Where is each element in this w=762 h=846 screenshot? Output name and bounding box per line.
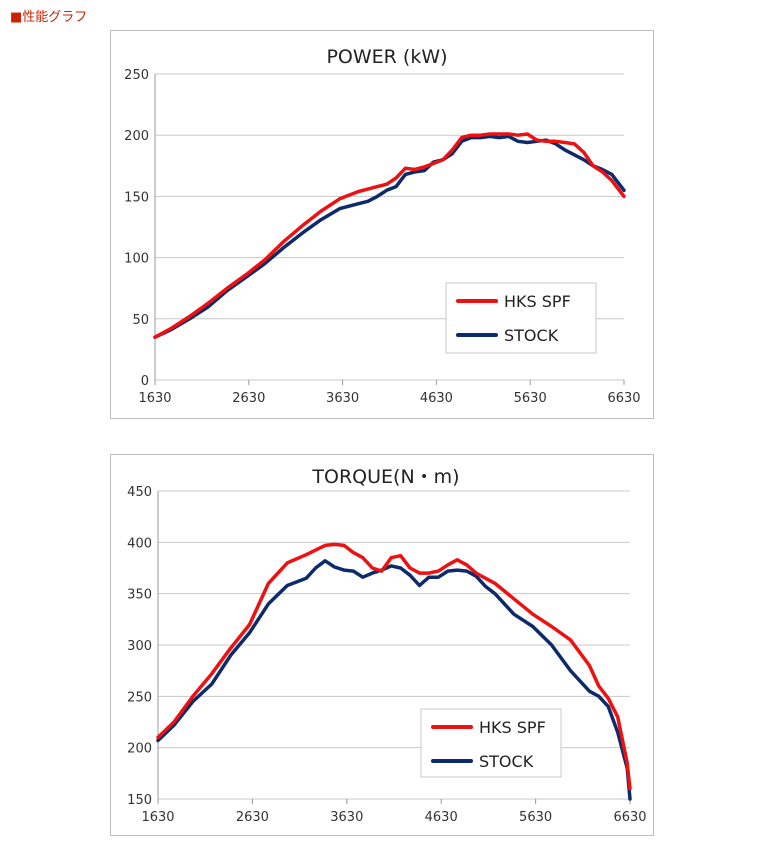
torque-y-tick-label: 150 bbox=[127, 793, 152, 808]
torque-chart: TORQUE(N・m) 150 200 250 300 350 400 450 1630 2630… bbox=[127, 466, 646, 825]
power-chart: POWER (kW) 0 50 100 150 200 250 1630 2630 3630 463… bbox=[124, 46, 640, 406]
power-legend: HKS SPF STOCK bbox=[445, 282, 597, 354]
power-x-tick-label: 1630 bbox=[138, 391, 171, 406]
power-y-tick-label: 50 bbox=[132, 313, 149, 328]
power-y-tick-label: 150 bbox=[124, 190, 149, 205]
torque-y-tick-label: 250 bbox=[127, 690, 152, 705]
torque-chart-title: TORQUE(N・m) bbox=[311, 466, 459, 488]
torque-y-tick-label: 450 bbox=[127, 485, 152, 500]
torque-y-tick-label: 200 bbox=[127, 742, 152, 757]
power-legend-box bbox=[445, 282, 597, 354]
power-x-tick-label: 4630 bbox=[420, 391, 453, 406]
torque-legend-label-hks-spf: HKS SPF bbox=[479, 718, 546, 737]
torque-x-tick-label: 1630 bbox=[141, 810, 174, 825]
torque-series-hks-spf-line bbox=[156, 542, 632, 791]
torque-chart-panel: TORQUE(N・m) 150 200 250 300 350 400 450 1630 2630… bbox=[110, 454, 654, 836]
power-y-tick-label: 200 bbox=[124, 129, 149, 144]
power-x-tick-label: 6630 bbox=[607, 391, 640, 406]
power-x-tick-label: 5630 bbox=[514, 391, 547, 406]
torque-legend-label-stock: STOCK bbox=[479, 752, 534, 771]
torque-x-tick-label: 2630 bbox=[236, 810, 269, 825]
torque-series-stock-line bbox=[156, 559, 632, 801]
torque-legend-box bbox=[420, 708, 562, 778]
power-chart-title: POWER (kW) bbox=[326, 46, 447, 68]
torque-x-tick-label: 5630 bbox=[519, 810, 552, 825]
torque-y-tick-label: 300 bbox=[127, 639, 152, 654]
power-series-hks-spf-line bbox=[153, 132, 626, 339]
torque-x-tick-label: 3630 bbox=[330, 810, 363, 825]
power-x-tick-label: 3630 bbox=[326, 391, 359, 406]
power-y-tick-label: 100 bbox=[124, 252, 149, 267]
torque-y-tick-label: 400 bbox=[127, 536, 152, 551]
power-y-tick-label: 250 bbox=[124, 68, 149, 83]
torque-y-tick-label: 350 bbox=[127, 588, 152, 603]
power-chart-panel: POWER (kW) 0 50 100 150 200 250 1630 2630 3630 463… bbox=[110, 30, 654, 419]
torque-legend: HKS SPF STOCK bbox=[420, 708, 562, 778]
power-y-tick-label: 0 bbox=[141, 374, 149, 389]
torque-x-tick-label: 6630 bbox=[613, 810, 646, 825]
page-heading: ■性能グラフ bbox=[10, 10, 88, 25]
power-legend-label-stock: STOCK bbox=[504, 326, 559, 345]
power-legend-label-hks-spf: HKS SPF bbox=[504, 292, 571, 311]
power-x-tick-label: 2630 bbox=[232, 391, 265, 406]
torque-x-tick-label: 4630 bbox=[425, 810, 458, 825]
